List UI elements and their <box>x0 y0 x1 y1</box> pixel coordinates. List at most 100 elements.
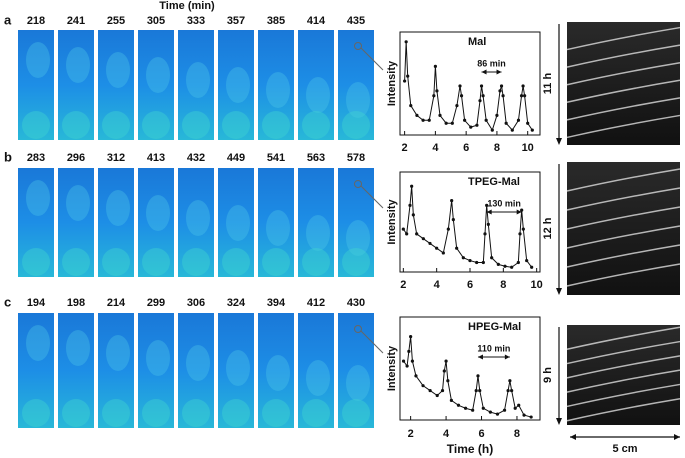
image-glow <box>102 248 130 276</box>
time-label: 312 <box>107 152 125 164</box>
panel-label: b <box>4 149 12 164</box>
kymograph-band <box>566 79 681 104</box>
duration-arrowhead <box>556 418 562 425</box>
image-strip <box>18 168 54 277</box>
time-label: 385 <box>267 15 285 27</box>
chart-title: HPEG-Mal <box>468 321 521 333</box>
data-point <box>506 388 510 393</box>
image-glow <box>186 62 210 98</box>
probe-marker <box>354 42 362 50</box>
data-point <box>530 265 534 269</box>
image-glow <box>346 365 370 401</box>
kymograph-band <box>566 244 681 268</box>
probe-leader <box>360 185 384 209</box>
data-point <box>516 260 520 265</box>
data-point <box>525 258 529 263</box>
period-label: 86 min <box>477 58 506 68</box>
data-point <box>451 218 455 222</box>
image-glow <box>146 57 170 93</box>
x-tick-label: 4 <box>443 428 450 440</box>
image-glow <box>306 215 330 251</box>
data-point <box>516 118 521 122</box>
data-point <box>455 103 459 108</box>
image-glow <box>62 399 90 427</box>
data-point <box>405 364 409 368</box>
data-point <box>486 222 490 226</box>
x-tick-label: 8 <box>500 279 506 291</box>
data-point <box>411 213 415 217</box>
image-glow <box>186 345 210 381</box>
image-glow <box>142 111 170 139</box>
kymograph-band <box>566 187 681 211</box>
data-point <box>530 128 534 132</box>
scale-label: 5 cm <box>612 443 637 455</box>
image-glow <box>262 111 290 139</box>
image-strip <box>218 313 254 428</box>
image-strip <box>58 30 94 140</box>
image-glow <box>22 399 50 427</box>
data-point <box>440 388 445 393</box>
image-glow <box>222 248 250 276</box>
image-glow <box>342 248 370 276</box>
data-point <box>421 384 425 388</box>
data-point <box>421 237 425 241</box>
data-point <box>421 118 425 122</box>
data-point <box>441 251 445 255</box>
image-glow <box>62 111 90 139</box>
kymograph-band <box>566 355 681 379</box>
period-label: 110 min <box>477 343 510 353</box>
time-label: 394 <box>267 297 286 309</box>
data-point <box>463 406 468 410</box>
time-label: 194 <box>27 297 46 309</box>
image-glow <box>302 399 330 427</box>
data-point <box>408 203 412 207</box>
image-glow <box>142 248 170 276</box>
image-strip <box>138 30 174 140</box>
data-point <box>521 84 525 88</box>
data-point <box>427 118 431 122</box>
data-point <box>498 89 502 93</box>
image-glow <box>306 360 330 396</box>
kymograph-band <box>566 369 681 393</box>
image-glow <box>226 205 250 241</box>
image-glow <box>146 340 170 376</box>
kymograph-band <box>566 44 681 68</box>
time-label: 449 <box>227 152 245 164</box>
probe-leader <box>360 47 384 71</box>
data-point <box>520 208 524 212</box>
kymograph-band <box>566 168 681 192</box>
image-strip <box>178 30 214 140</box>
data-point <box>478 99 482 103</box>
data-point <box>446 227 450 231</box>
x-tick-label: 4 <box>432 142 439 154</box>
data-point <box>435 393 439 398</box>
time-label: 414 <box>307 15 326 27</box>
data-point <box>510 388 514 393</box>
data-point <box>442 369 446 373</box>
data-point <box>522 413 526 417</box>
image-glow <box>182 399 210 427</box>
image-strip <box>18 313 54 428</box>
image-glow <box>262 248 290 276</box>
time-label: 412 <box>307 297 325 309</box>
probe-leader <box>360 330 384 354</box>
image-glow <box>266 210 290 246</box>
image-strip <box>338 30 374 140</box>
data-point <box>484 118 488 122</box>
time-label: 563 <box>307 152 325 164</box>
image-strip <box>338 168 374 277</box>
y-axis-label: Intensity <box>386 345 398 391</box>
data-point <box>496 262 500 266</box>
data-point <box>410 359 415 363</box>
data-point <box>517 403 521 407</box>
data-point <box>401 227 405 231</box>
image-glow <box>22 111 50 139</box>
intensity-line <box>403 336 532 418</box>
duration-arrowhead <box>556 288 562 295</box>
time-label: 306 <box>187 297 205 309</box>
image-glow <box>22 248 50 276</box>
plot-frame <box>399 316 541 421</box>
kymograph-band <box>566 225 681 249</box>
data-point <box>499 84 504 88</box>
y-axis-label: Intensity <box>386 199 398 245</box>
